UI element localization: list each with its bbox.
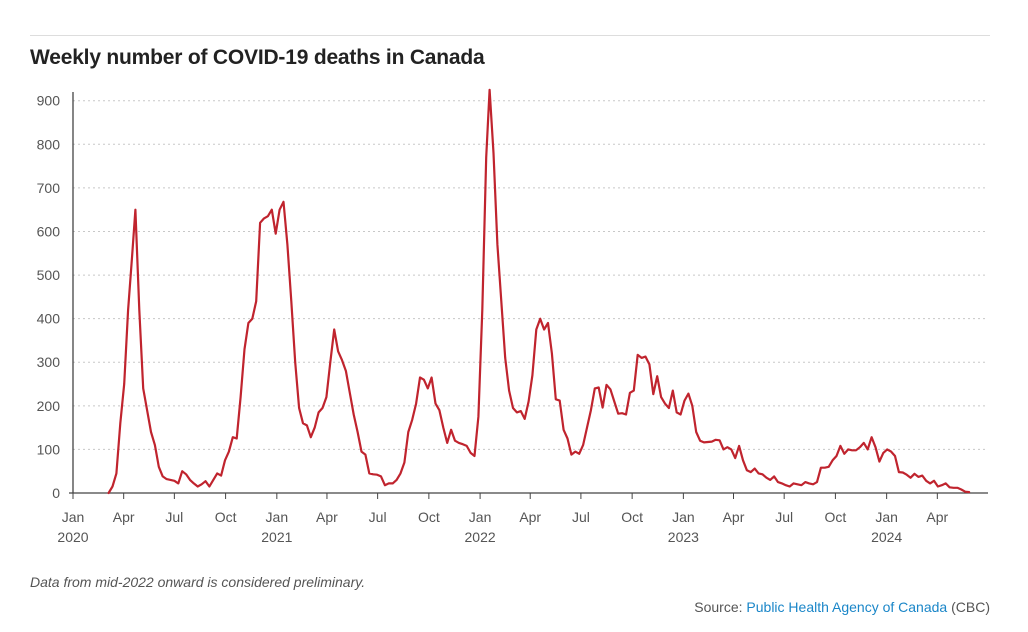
x-tick-label: Jul: [572, 509, 590, 525]
x-tick-year-label: 2021: [261, 529, 292, 545]
source-credit: Source: Public Health Agency of Canada (…: [694, 599, 990, 615]
x-tick-year-label: 2022: [465, 529, 496, 545]
x-tick-label: Jan: [469, 509, 492, 525]
x-tick-year-label: 2023: [668, 529, 699, 545]
gridlines: [73, 100, 988, 450]
footnote: Data from mid-2022 onward is considered …: [30, 574, 366, 590]
y-tick-label: 700: [37, 180, 61, 196]
x-tick-label: Apr: [519, 509, 541, 525]
x-tick-year-label: 2020: [57, 529, 88, 545]
x-tick-label: Jan: [62, 509, 85, 525]
source-suffix: (CBC): [951, 599, 990, 615]
x-tick-label: Jul: [369, 509, 387, 525]
x-axis-ticks: Jan 2020 Apr Jul Oct Jan 2021 Apr Jul Oct Jan 2022 A…: [57, 493, 949, 545]
chart-title: Weekly number of COVID-19 deaths in Cana…: [30, 46, 485, 69]
x-tick-label: Apr: [723, 509, 745, 525]
y-axis-ticks: 0 100 200 300 400 500 600 700 800 900: [37, 93, 61, 501]
source-prefix: Source:: [694, 599, 743, 615]
x-tick-label: Apr: [926, 509, 948, 525]
y-tick-label: 300: [37, 354, 61, 370]
x-tick-label: Jul: [775, 509, 793, 525]
y-tick-label: 400: [37, 311, 61, 327]
x-tick-label: Apr: [113, 509, 135, 525]
y-tick-label: 200: [37, 398, 61, 414]
y-tick-label: 100: [37, 441, 61, 457]
x-tick-label: Apr: [316, 509, 338, 525]
x-tick-label: Jan: [672, 509, 695, 525]
series-line-weekly-deaths: [107, 88, 971, 495]
x-tick-label: Jul: [165, 509, 183, 525]
y-tick-label: 500: [37, 267, 61, 283]
x-tick-label: Oct: [215, 509, 237, 525]
y-tick-label: 600: [37, 223, 61, 239]
source-link[interactable]: Public Health Agency of Canada: [746, 599, 948, 615]
x-tick-label: Jan: [266, 509, 289, 525]
x-tick-label: Oct: [418, 509, 440, 525]
y-tick-label: 800: [37, 136, 61, 152]
x-tick-label: Oct: [825, 509, 847, 525]
x-tick-label: Oct: [621, 509, 643, 525]
y-tick-label: 900: [37, 93, 61, 109]
x-tick-year-label: 2024: [871, 529, 902, 545]
x-tick-label: Jan: [875, 509, 898, 525]
top-divider: [30, 35, 990, 36]
y-tick-label: 0: [52, 485, 60, 501]
